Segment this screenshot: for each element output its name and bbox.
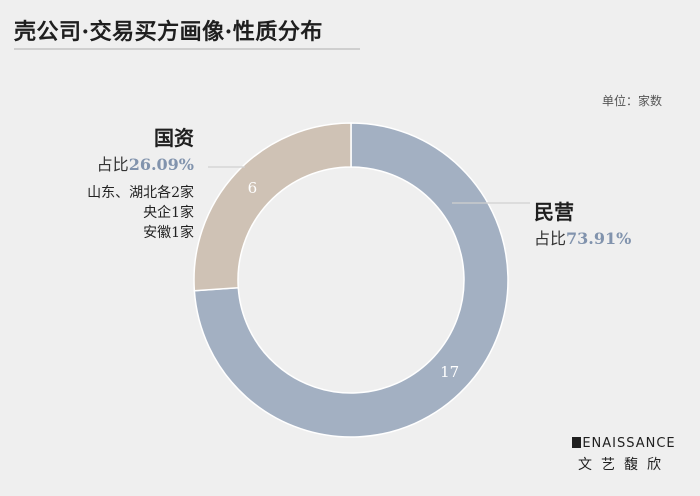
label-guozi-percent: 占比26.09% [96,155,194,174]
chart-title: 壳公司·交易买方画像·性质分布 [14,19,323,45]
title-divider [14,48,360,50]
unit-label: 单位：家数 [601,94,662,108]
label-minying: 民营 占比73.91% [534,196,631,249]
note-line: 山东、湖北各2家 [87,185,194,201]
donut-slices [193,122,509,438]
label-minying-name: 民营 [534,200,574,224]
label-guozi-notes: 山东、湖北各2家 央企1家 安徽1家 [86,183,194,243]
donut-slice-0 [193,122,509,438]
logo-chinese: 文艺馥欣 [578,457,670,473]
leader-lines [208,166,530,204]
note-line: 安徽1家 [143,225,194,241]
brand-logo: ENAISSANCE 文艺馥欣 [564,436,684,474]
slice-value-label: 17 [440,363,459,381]
label-minying-percent: 占比73.91% [534,229,632,248]
note-line: 央企1家 [143,205,194,221]
value-labels: 17 6 [248,179,460,381]
logo-wordmark: ENAISSANCE [564,436,684,451]
slice-value-label: 6 [248,179,258,197]
logo-r-icon [572,437,582,448]
donut-slice-1 [193,122,352,292]
label-guozi: 国资 占比26.09% 山东、湖北各2家 央企1家 安徽1家 [86,122,194,243]
label-guozi-name: 国资 [154,126,194,150]
